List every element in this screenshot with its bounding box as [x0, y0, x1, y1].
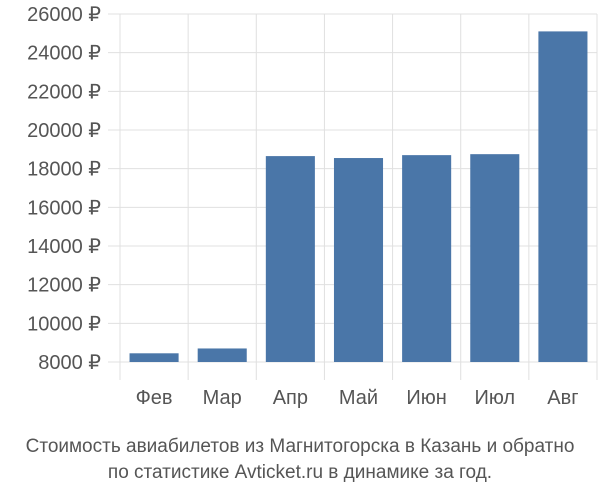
bar [333, 158, 384, 362]
x-tick-label: Май [339, 387, 378, 409]
x-tick-label: Фев [136, 387, 173, 409]
bar [470, 154, 520, 362]
x-tick-label: Июл [474, 387, 515, 409]
bar [197, 348, 247, 362]
x-tick-label: Авг [547, 387, 578, 409]
bars [129, 31, 588, 363]
x-tick-label: Мар [203, 387, 242, 409]
chart-caption-line-2: по статистике Avticket.ru в динамике за … [107, 462, 493, 483]
y-tick-label: 24000 ₽ [27, 43, 101, 65]
bar [265, 156, 315, 362]
x-tick-label: Июн [406, 387, 446, 409]
y-axis-ticks: 8000 ₽ 10000 ₽ 12000 ₽ 14000 ₽ 16000 ₽ 18000 … [27, 4, 101, 374]
y-tick-label: 22000 ₽ [27, 81, 101, 103]
x-axis-labels: Фев Мар Апр Май Июн Июл Авг [136, 387, 579, 409]
y-tick-label: 10000 ₽ [27, 313, 101, 335]
y-tick-label: 14000 ₽ [27, 236, 101, 258]
bar [402, 155, 452, 362]
bar [538, 31, 588, 363]
bar-chart: 8000 ₽ 10000 ₽ 12000 ₽ 14000 ₽ 16000 ₽ 18000 … [27, 4, 598, 409]
bar [129, 353, 179, 362]
chart-caption-line-1: Стоимость авиабилетов из Магнитогорска в… [25, 436, 575, 457]
y-tick-label: 8000 ₽ [38, 352, 101, 374]
x-tick-label: Апр [273, 387, 308, 409]
y-tick-label: 26000 ₽ [27, 4, 101, 26]
y-tick-label: 12000 ₽ [27, 275, 101, 297]
y-tick-label: 18000 ₽ [27, 159, 101, 181]
y-tick-label: 16000 ₽ [27, 197, 101, 219]
y-tick-label: 20000 ₽ [27, 120, 101, 142]
